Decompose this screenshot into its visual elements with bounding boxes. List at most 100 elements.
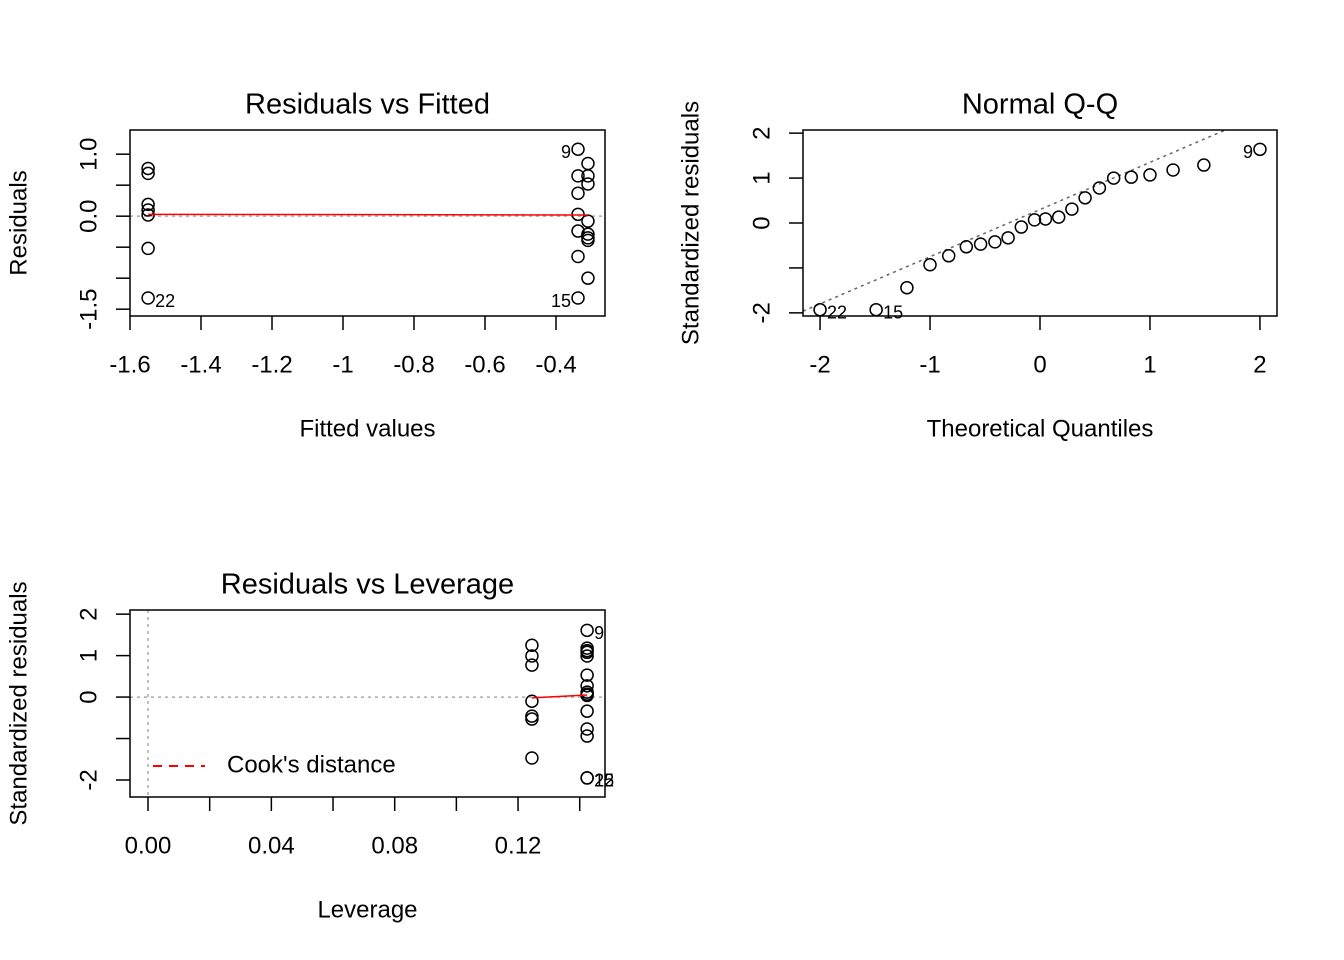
plot-frame <box>802 129 1278 317</box>
x-tick-label: 0.04 <box>248 832 295 859</box>
y-tick-label: 0 <box>75 690 102 703</box>
point <box>141 161 155 176</box>
point <box>571 224 585 238</box>
chart-title: Normal Q-Q <box>962 89 1118 121</box>
point <box>525 658 539 672</box>
chart-title: Residuals vs Fitted <box>245 89 490 121</box>
y-axis-label: Residuals <box>5 170 32 275</box>
point <box>580 722 594 736</box>
x-tick-label: -2 <box>809 351 830 378</box>
y-tick-label: -2 <box>75 769 102 790</box>
point-label: 22 <box>594 771 614 791</box>
point <box>141 203 155 217</box>
point <box>973 237 988 251</box>
smooth-line <box>148 213 588 216</box>
point <box>1106 171 1121 185</box>
y-tick-label: 1.0 <box>75 137 102 170</box>
point <box>525 649 539 663</box>
x-tick-label: 0.12 <box>495 832 542 859</box>
x-tick-label: -0.8 <box>393 351 434 378</box>
point-label: 22 <box>827 302 847 322</box>
y-tick-label: 0.0 <box>75 199 102 232</box>
point <box>525 709 539 723</box>
x-tick-label: 2 <box>1253 351 1266 378</box>
point <box>1092 181 1107 195</box>
x-tick-label: 1 <box>1143 351 1156 378</box>
point <box>571 249 585 264</box>
x-tick-label: -1.4 <box>180 351 221 378</box>
y-tick-label: 2 <box>748 126 775 139</box>
x-tick-label: -1.6 <box>109 351 150 378</box>
point <box>581 233 595 248</box>
y-axis-label: Standardized residuals <box>5 581 32 825</box>
point <box>141 291 155 305</box>
point <box>1253 142 1267 157</box>
point <box>813 302 827 317</box>
point-label: 15 <box>594 771 614 791</box>
point <box>988 235 1002 249</box>
point <box>1038 212 1053 226</box>
point-label: 9 <box>594 623 604 643</box>
legend-label: Cook's distance <box>227 751 396 778</box>
point <box>580 668 594 682</box>
x-tick-label: -1 <box>919 351 940 378</box>
point <box>941 249 956 263</box>
y-axis-label: Standardized residuals <box>677 101 704 345</box>
point <box>1065 202 1079 216</box>
point <box>580 643 594 658</box>
point <box>1051 210 1066 224</box>
point <box>1166 163 1180 177</box>
point-label: 22 <box>155 291 175 311</box>
point <box>581 169 595 183</box>
point <box>571 169 585 183</box>
point <box>1078 191 1092 205</box>
point <box>141 197 155 212</box>
x-tick-label: -0.4 <box>535 351 576 378</box>
point <box>525 751 539 765</box>
point <box>923 258 937 272</box>
y-tick-label: -2 <box>748 302 775 323</box>
point-label: 9 <box>561 142 571 162</box>
point <box>1143 168 1157 182</box>
point <box>1197 158 1211 172</box>
point <box>1001 231 1015 245</box>
x-axis-label: Leverage <box>317 896 417 923</box>
point <box>571 142 585 156</box>
point <box>900 280 914 295</box>
y-tick-label: 0 <box>748 216 775 229</box>
point <box>580 729 594 743</box>
point <box>141 241 155 256</box>
y-tick-label: -1.5 <box>75 289 102 330</box>
plot-frame <box>129 609 606 798</box>
plot-frame <box>129 129 606 317</box>
point <box>525 638 539 652</box>
point <box>580 679 594 693</box>
point <box>1014 220 1029 234</box>
point-label: 9 <box>1243 142 1253 162</box>
point <box>581 271 595 285</box>
x-axis-label: Fitted values <box>299 415 435 442</box>
y-tick-label: 1 <box>748 171 775 184</box>
point <box>580 623 594 638</box>
x-tick-label: 0.08 <box>371 832 418 859</box>
point <box>580 685 594 699</box>
point <box>141 166 155 181</box>
x-tick-label: -1 <box>332 351 353 378</box>
x-tick-label: -1.2 <box>251 351 292 378</box>
x-tick-label: 0 <box>1033 351 1046 378</box>
point <box>571 291 585 305</box>
point <box>869 302 883 317</box>
x-tick-label: -0.6 <box>464 351 505 378</box>
point <box>959 240 974 254</box>
point <box>581 156 595 171</box>
point-label: 15 <box>883 302 903 322</box>
qq-line <box>803 130 1228 312</box>
point <box>525 694 539 708</box>
point <box>580 771 594 785</box>
chart-title: Residuals vs Leverage <box>221 569 514 601</box>
point <box>580 649 594 663</box>
smooth-line <box>531 694 588 699</box>
point <box>581 214 595 228</box>
point <box>580 704 594 718</box>
y-tick-label: 2 <box>75 607 102 620</box>
